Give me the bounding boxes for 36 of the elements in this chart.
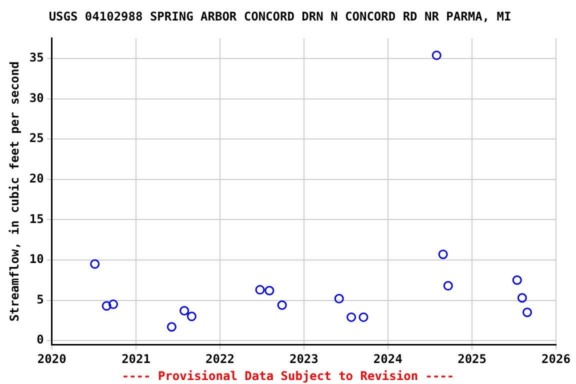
point (166, 322, 176, 332)
y-axis-title: Streamflow, in cubic feet per second (7, 61, 22, 322)
point (522, 308, 532, 318)
point (277, 300, 287, 310)
y-tick-label: 30 (29, 90, 44, 105)
point (438, 250, 448, 260)
point (264, 286, 274, 296)
point (334, 294, 344, 304)
point (517, 293, 527, 303)
x-tick-label: 2026 (542, 352, 570, 366)
x-tick-label: 2024 (373, 352, 402, 366)
point (443, 281, 453, 291)
x-tick-label: 2022 (206, 352, 234, 366)
point (102, 301, 112, 311)
point (512, 275, 522, 285)
y-tick-label: 20 (29, 172, 44, 186)
y-tick-label: 15 (29, 212, 44, 226)
y-tick-label: 25 (29, 131, 44, 146)
x-tick-label: 2020 (37, 352, 66, 366)
point (90, 259, 100, 269)
point (358, 312, 368, 322)
y-tick-label: 35 (29, 50, 44, 65)
chart-title: USGS 04102988 SPRING ARBOR CONCORD DRN N CONCORD RD NR PARMA, MI (48, 9, 512, 24)
point (255, 285, 265, 295)
point (108, 300, 118, 310)
y-tick-label: 0 (36, 332, 44, 347)
point (432, 50, 442, 60)
point (180, 306, 190, 316)
point (346, 312, 356, 322)
text: ---- Provisional Data Subject to Revision ---- (122, 369, 454, 383)
x-tick-label: 2023 (289, 352, 318, 366)
point (186, 312, 196, 322)
y-tick-label: 10 (29, 252, 44, 266)
x-tick-label: 2021 (122, 352, 150, 366)
x-tick-label: 2025 (458, 352, 487, 366)
y-tick-label: 5 (36, 292, 44, 306)
